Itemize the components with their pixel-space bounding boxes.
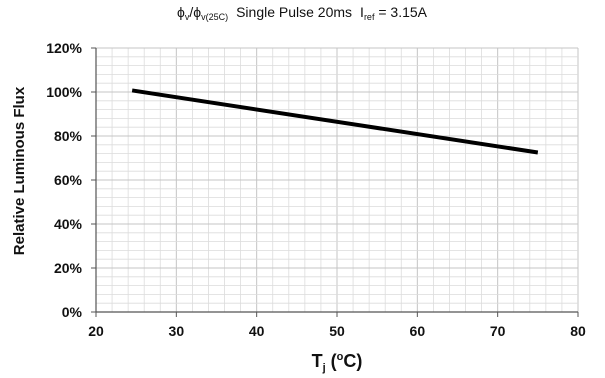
title-pulse: Single Pulse 20ms <box>236 4 352 20</box>
y-tick-label: 60% <box>54 172 83 188</box>
x-tick-label: 70 <box>490 323 506 339</box>
y-tick-label: 120% <box>46 40 82 56</box>
x-axis-label: Tj (oC) <box>312 351 363 374</box>
x-tick-label: 40 <box>249 323 265 339</box>
y-tick-label: 100% <box>46 84 82 100</box>
title-phi-v: ϕ <box>177 4 185 20</box>
title-sub-v25: v(25C) <box>201 12 228 22</box>
y-tick-label: 40% <box>54 216 83 232</box>
series <box>132 90 538 152</box>
title-iref-sub: ref <box>364 12 375 22</box>
chart-title: ϕv/ϕv(25C) Single Pulse 20ms Iref = 3.15A <box>177 4 428 22</box>
x-tick-label: 50 <box>329 323 345 339</box>
grid <box>96 48 578 312</box>
x-label-open: ( <box>326 351 337 371</box>
x-tick-label: 30 <box>169 323 185 339</box>
y-tick-label: 20% <box>54 260 83 276</box>
y-tick-label: 80% <box>54 128 83 144</box>
y-tick-label: 0% <box>62 304 83 320</box>
x-tick-label: 60 <box>410 323 426 339</box>
title-phi-v25: ϕ <box>193 4 201 20</box>
y-axis-label: Relative Luminous Flux <box>11 86 28 255</box>
x-tick-label: 20 <box>88 323 104 339</box>
x-label-unit: C) <box>343 351 362 371</box>
series-line <box>132 90 538 152</box>
title-iref-value: = 3.15A <box>374 4 427 20</box>
x-label-t: T <box>312 351 323 371</box>
x-tick-label: 80 <box>570 323 586 339</box>
